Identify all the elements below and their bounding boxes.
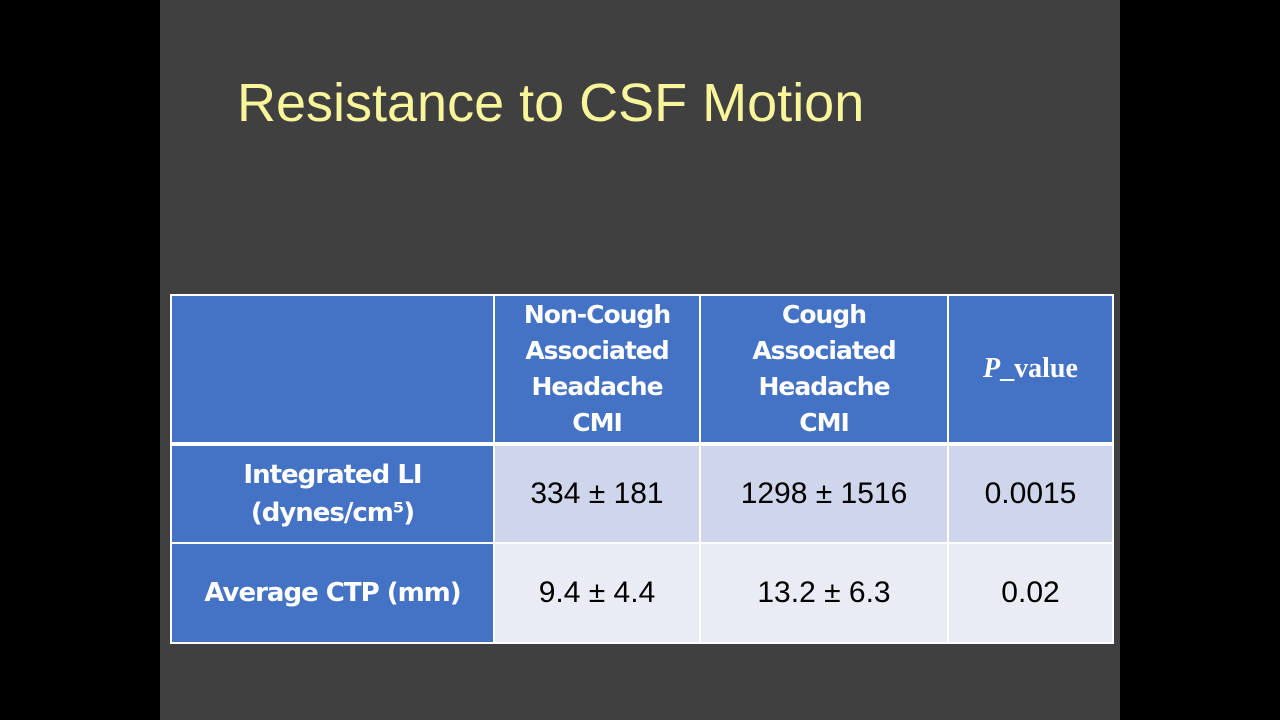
header-cell: Non-Cough Associated Headache CMI [493,294,701,445]
slide-title: Resistance to CSF Motion [237,73,865,133]
cell: 0.02 [947,542,1114,644]
row-label: Average CTP (mm) [170,542,495,644]
cell: 0.0015 [947,442,1114,544]
cell: 9.4 ± 4.4 [493,542,701,644]
p-rest: _value [1000,353,1078,384]
cell: 1298 ± 1516 [699,442,949,544]
header-cell: P_value [947,294,1114,445]
header-cell: Cough Associated Headache CMI [699,294,949,445]
data-table: Non-Cough Associated Headache CMI Cough … [170,294,1114,644]
table-row: Integrated LI (dynes/cm⁵) 334 ± 181 1298… [170,442,1114,544]
cell: 13.2 ± 6.3 [699,542,949,644]
row-label: Integrated LI (dynes/cm⁵) [170,442,495,544]
header-cell [170,294,495,445]
table-row: Average CTP (mm) 9.4 ± 4.4 13.2 ± 6.3 0.… [170,542,1114,644]
slide: Resistance to CSF Motion Non-Cough Assoc… [160,0,1120,720]
header-row: Non-Cough Associated Headache CMI Cough … [170,294,1114,445]
p-italic: P [983,353,1001,384]
cell: 334 ± 181 [493,442,701,544]
